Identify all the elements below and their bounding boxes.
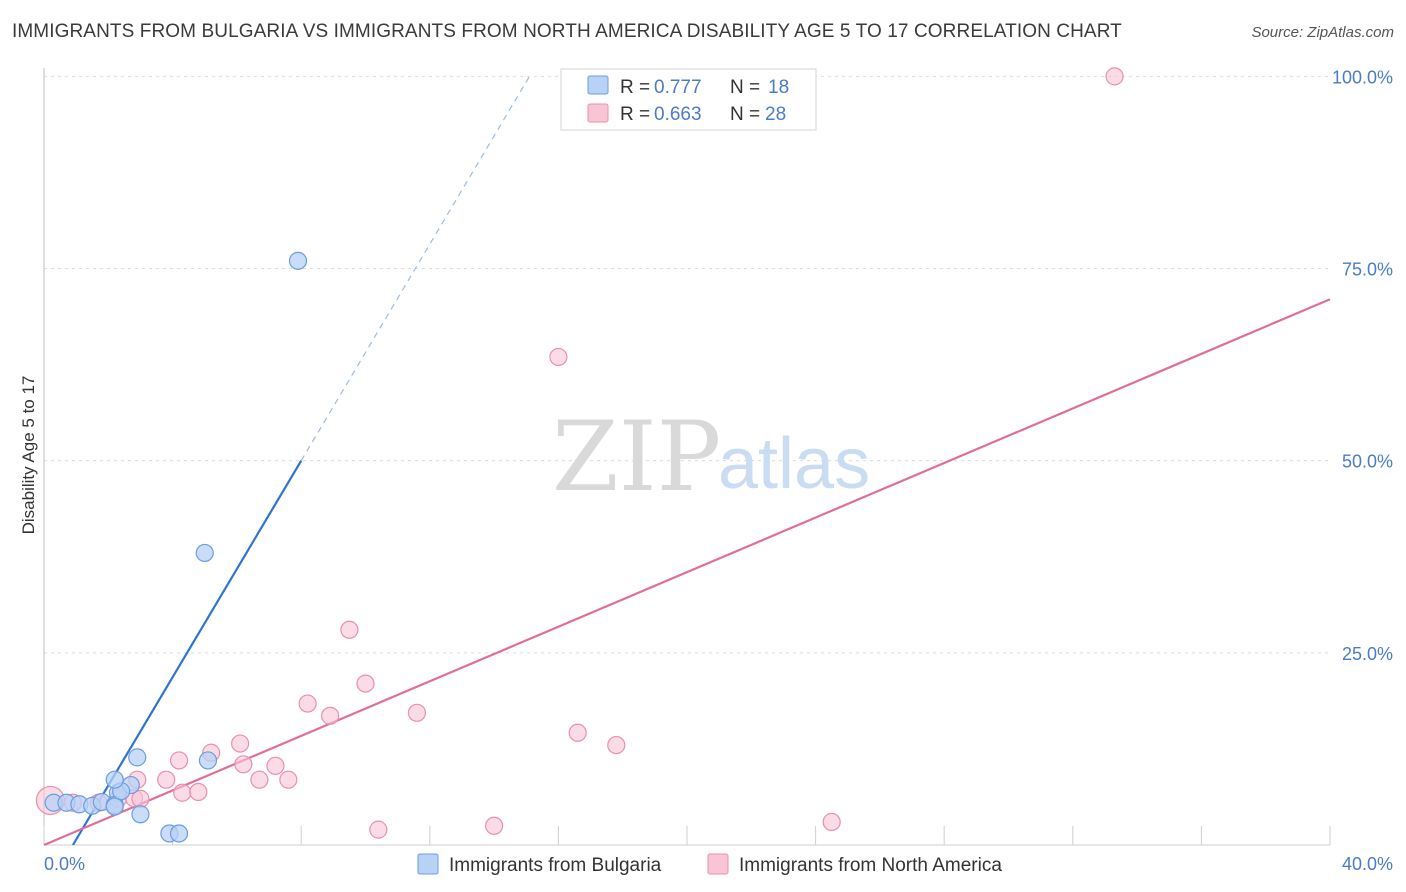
point-north-america-27 <box>822 812 841 832</box>
legend-n-value-1: 18 <box>768 77 789 98</box>
legend-n-value-2: 28 <box>765 104 786 125</box>
trendline-bulgaria-extension <box>300 76 530 461</box>
watermark-zip: ZIP <box>552 401 721 513</box>
point-bulgaria-16 <box>195 543 214 563</box>
point-north-america-18 <box>321 706 340 725</box>
point-north-america-17 <box>298 694 317 713</box>
x-tick-label-min: 0.0% <box>44 854 85 874</box>
legend-r-label-1: R = <box>620 77 650 98</box>
bottom-legend-label-bulgaria: Immigrants from Bulgaria <box>449 855 662 876</box>
bottom-legend-label-north-america: Immigrants from North America <box>739 855 1002 876</box>
point-north-america-19 <box>340 620 359 639</box>
legend-n-label-1: N = <box>730 77 760 98</box>
watermark-atlas: atlas <box>718 424 870 504</box>
point-bulgaria-13 <box>169 824 189 843</box>
point-bulgaria-17 <box>288 251 308 270</box>
watermark: ZIP atlas <box>552 401 870 513</box>
x-tick-label-max: 40.0% <box>1342 854 1393 874</box>
point-north-america-16 <box>279 770 298 789</box>
trendline-north-america <box>43 298 1331 847</box>
legend-swatch-bulgaria <box>587 75 609 95</box>
y-tick-label-100: 100.0% <box>1332 67 1393 87</box>
point-bulgaria-8 <box>105 797 124 816</box>
y-tick-labels: 25.0% 50.0% 75.0% 100.0% <box>1332 67 1393 663</box>
bottom-legend: Immigrants from Bulgaria Immigrants from… <box>417 853 1002 876</box>
point-north-america-25 <box>568 723 587 742</box>
gridlines <box>44 75 1330 654</box>
bottom-legend-swatch-bulgaria <box>417 853 439 875</box>
point-north-america-20 <box>356 674 375 693</box>
top-legend: R = 0.777 N = 18 R = 0.663 N = 28 <box>560 68 817 131</box>
legend-n-label-2: N = <box>730 104 760 125</box>
point-north-america-21 <box>369 820 388 839</box>
legend-swatch-north-america <box>587 103 609 123</box>
point-north-america-8 <box>169 751 189 770</box>
point-north-america-22 <box>407 703 427 722</box>
legend-r-value-2: 0.663 <box>654 104 702 125</box>
y-tick-label-25: 25.0% <box>1342 644 1393 664</box>
chart-title: IMMIGRANTS FROM BULGARIA VS IMMIGRANTS F… <box>12 21 1122 42</box>
legend-r-value-1: 0.777 <box>654 77 702 98</box>
source-credit: Source: ZipAtlas.com <box>1251 24 1394 41</box>
point-bulgaria-11 <box>131 805 150 824</box>
x-tick-marks <box>43 826 1331 845</box>
y-axis-label: Disability Age 5 to 17 <box>19 376 38 535</box>
point-bulgaria-15 <box>198 751 218 770</box>
point-north-america-23 <box>485 816 504 835</box>
point-north-america-7 <box>157 770 176 789</box>
data-points <box>35 67 1124 843</box>
point-north-america-28 <box>1105 67 1124 86</box>
y-tick-label-75: 75.0% <box>1342 260 1393 280</box>
y-tick-label-50: 50.0% <box>1342 452 1393 472</box>
point-north-america-10 <box>189 782 208 802</box>
point-north-america-13 <box>234 755 253 774</box>
point-bulgaria-10 <box>105 770 124 789</box>
point-north-america-26 <box>607 735 626 755</box>
point-north-america-14 <box>250 770 269 789</box>
point-north-america-24 <box>549 347 568 367</box>
point-north-america-15 <box>266 756 285 775</box>
point-north-america-12 <box>231 734 250 753</box>
point-north-america-9 <box>173 783 192 802</box>
bottom-legend-swatch-north-america <box>707 853 729 875</box>
legend-r-label-2: R = <box>620 104 650 125</box>
point-bulgaria-14 <box>128 748 147 767</box>
